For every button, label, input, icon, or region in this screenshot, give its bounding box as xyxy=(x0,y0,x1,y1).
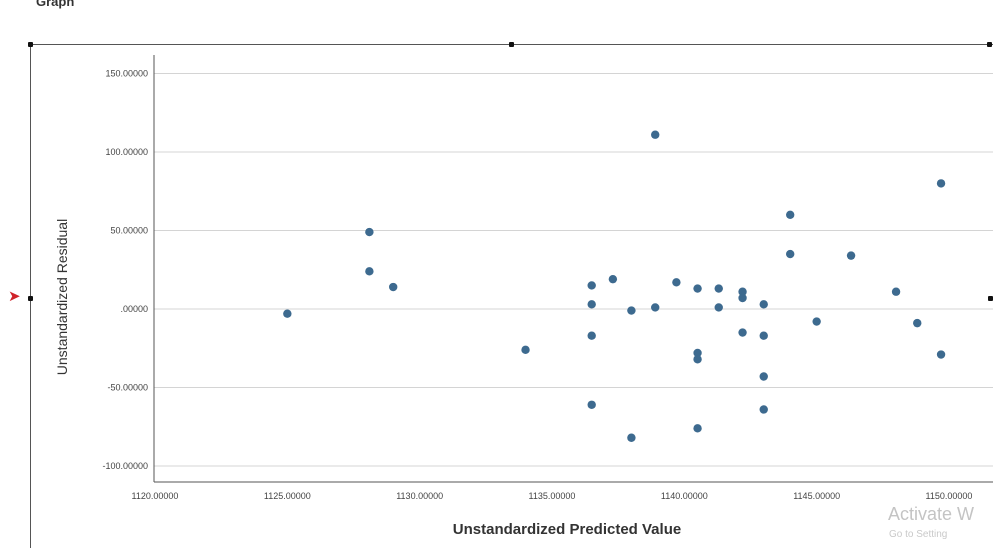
gridlines xyxy=(154,73,993,467)
data-point xyxy=(627,306,636,315)
data-point xyxy=(693,284,702,293)
data-point xyxy=(786,249,795,259)
resize-handle-top-left[interactable] xyxy=(28,42,33,47)
data-point xyxy=(738,328,747,337)
data-point xyxy=(936,350,946,359)
y-axis-label: Unstandardized Residual xyxy=(54,219,70,375)
data-point xyxy=(786,210,795,219)
x-tick-labels: 1120.00000 1125.00000 1130.00000 1135.00000… xyxy=(132,491,973,501)
data-point xyxy=(714,284,723,293)
data-point xyxy=(759,405,768,414)
data-point xyxy=(587,300,596,309)
data-points xyxy=(283,130,946,442)
data-point xyxy=(587,331,596,340)
data-point xyxy=(693,348,702,358)
data-point xyxy=(389,282,398,292)
viewer-title: Graph xyxy=(36,0,75,9)
data-point xyxy=(672,278,681,287)
y-tick-labels: 150.00000 100.00000 50.00000 .00000 -50.0000… xyxy=(102,69,148,472)
data-point xyxy=(714,303,723,312)
activation-watermark: Activate W xyxy=(888,504,975,524)
x-tick-label: 1140.00000 xyxy=(661,491,708,501)
selection-arrow-icon: ➤ xyxy=(8,288,21,305)
data-point xyxy=(812,317,821,326)
x-tick-label: 1135.00000 xyxy=(529,491,576,501)
x-tick-label: 1120.00000 xyxy=(132,491,179,501)
y-tick-label: .00000 xyxy=(120,304,148,314)
data-point xyxy=(738,287,747,296)
data-point xyxy=(365,267,374,276)
y-tick-label: 150.00000 xyxy=(105,69,148,79)
activation-watermark-subtext: Go to Setting xyxy=(889,529,948,540)
data-point xyxy=(913,318,922,328)
y-tick-label: -100.00000 xyxy=(102,461,148,471)
data-point xyxy=(759,331,768,340)
resize-handle-top-center[interactable] xyxy=(509,42,514,47)
resize-handle-top-right[interactable] xyxy=(987,42,992,47)
data-point xyxy=(738,293,747,303)
y-tick-label: 100.00000 xyxy=(105,147,148,157)
y-tick-label: -50.00000 xyxy=(107,383,148,393)
data-point xyxy=(283,309,292,318)
data-point xyxy=(759,300,768,309)
data-point xyxy=(651,130,660,139)
data-point xyxy=(521,345,530,355)
resize-handle-middle-right[interactable] xyxy=(988,296,993,301)
data-point xyxy=(891,287,901,296)
x-tick-label: 1130.00000 xyxy=(396,491,443,501)
data-point xyxy=(651,303,660,312)
data-point xyxy=(846,251,856,260)
data-point xyxy=(365,227,374,237)
resize-handle-middle-left[interactable] xyxy=(28,296,33,301)
data-point xyxy=(587,281,596,290)
x-tick-label: 1145.00000 xyxy=(793,491,840,501)
x-tick-label: 1150.00000 xyxy=(926,491,973,501)
axes xyxy=(153,55,993,483)
data-point xyxy=(759,372,768,381)
data-point xyxy=(608,274,618,284)
data-point xyxy=(627,433,636,442)
data-point xyxy=(587,400,596,409)
data-point xyxy=(693,355,702,364)
x-tick-label: 1125.00000 xyxy=(264,491,311,501)
x-axis-label: Unstandardized Predicted Value xyxy=(453,521,681,538)
data-point xyxy=(693,424,702,433)
y-tick-label: 50.00000 xyxy=(110,226,148,236)
data-point xyxy=(936,179,946,188)
